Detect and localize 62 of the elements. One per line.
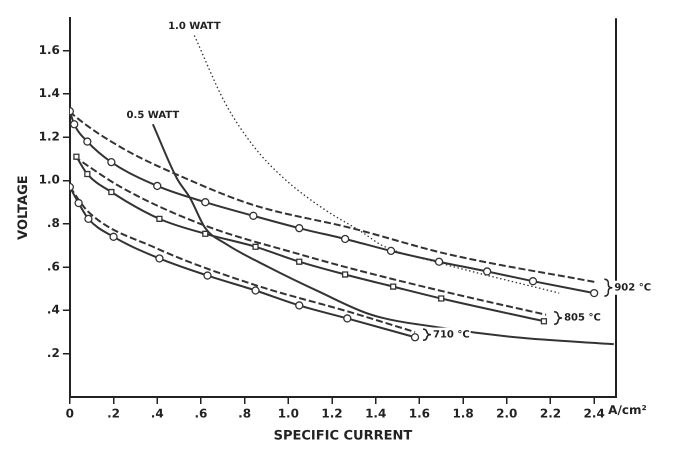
- point: [296, 258, 302, 265]
- point: [201, 198, 210, 206]
- point: [340, 234, 350, 244]
- y-tick-label: .8: [46, 216, 60, 230]
- x-tick-label: 1.4: [365, 406, 386, 420]
- x-tick-label: 1.0: [278, 406, 299, 420]
- x-tick-label: .8: [238, 406, 252, 420]
- point: [410, 333, 420, 342]
- y-tick-label: 1.0: [38, 172, 60, 187]
- point: [84, 170, 90, 178]
- point: [109, 232, 118, 241]
- x-tick-label: 2.0: [496, 406, 518, 420]
- point: [438, 295, 444, 302]
- point: [202, 230, 208, 237]
- point: [482, 267, 492, 276]
- point: [251, 286, 260, 295]
- series-label: 805 °C: [564, 312, 601, 324]
- point: [156, 216, 163, 222]
- point: [73, 154, 80, 160]
- y-tick-label: 1.6: [38, 42, 60, 57]
- point: [342, 271, 348, 278]
- series-label: 902 °C: [614, 282, 652, 294]
- point: [343, 314, 352, 323]
- x-tick-label: .6: [194, 406, 208, 420]
- point: [249, 212, 258, 220]
- y-axis-title: VOLTAGE: [16, 175, 32, 240]
- series-label: 710 °C: [433, 329, 470, 340]
- point: [386, 246, 396, 256]
- point: [155, 254, 164, 263]
- point: [295, 224, 304, 232]
- y-tick-label: 1.2: [38, 129, 60, 144]
- series-label: 0.5 WATT: [126, 110, 180, 121]
- x-tick-label: 1.8: [452, 406, 474, 420]
- series-label: 1.0 WATT: [168, 21, 221, 32]
- x-tick-label: 0: [66, 406, 74, 420]
- point: [108, 188, 114, 196]
- point: [540, 318, 548, 324]
- point: [107, 158, 116, 166]
- x-axis-title: SPECIFIC CURRENT: [274, 428, 412, 444]
- point: [84, 214, 93, 224]
- x-tick-label: .4: [150, 406, 164, 420]
- y-tick-label: .6: [46, 259, 60, 274]
- point: [83, 137, 92, 146]
- point: [252, 244, 259, 250]
- y-tick-label: .4: [46, 302, 60, 317]
- y-tick-label: .2: [46, 346, 60, 360]
- point: [434, 258, 444, 266]
- text: A/cm²: [608, 403, 647, 418]
- x-tick-label: 1.6: [408, 406, 430, 420]
- point: [70, 120, 78, 128]
- point: [295, 301, 304, 310]
- point: [74, 198, 83, 208]
- point: [528, 277, 538, 286]
- point: [203, 271, 212, 280]
- x-tick-label: 2.2: [540, 406, 562, 420]
- point: [390, 283, 396, 290]
- point: [590, 288, 598, 298]
- y-tick-label: 1.4: [38, 86, 60, 100]
- point: [153, 182, 162, 190]
- x-tick-label: 1.2: [321, 406, 343, 420]
- x-tick-label: 2.4: [584, 406, 605, 420]
- x-tick-label: .2: [107, 406, 120, 420]
